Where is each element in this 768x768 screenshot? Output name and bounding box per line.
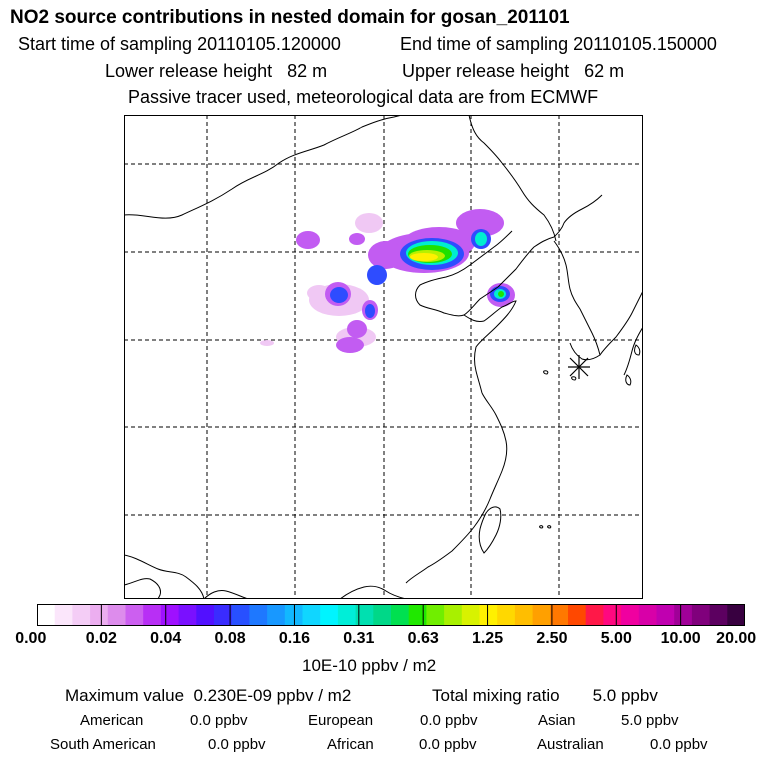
concentration-field: [260, 209, 515, 353]
map-panel: [124, 115, 643, 599]
colorbar-units: 10E-10 ppbv / m2: [302, 656, 437, 675]
lat-lon-grid: [124, 115, 643, 599]
colorbar-cell: [337, 604, 357, 626]
colorbar-cell: [550, 604, 569, 626]
colorbar-cell: [426, 604, 445, 626]
colorbar-tick-labels: 0.00 0.02 0.04 0.08 0.16 0.31 0.63 1.25 2.50 5.00…: [0, 630, 768, 650]
colorbar-cell: [302, 604, 321, 626]
colorbar-tick-label: 10.00: [660, 630, 701, 647]
region-name-south-american: South American: [50, 736, 156, 753]
colorbar-tick-label: 2.50: [536, 630, 568, 647]
colorbar-cell: [408, 604, 427, 626]
colorbar-cell: [143, 604, 162, 626]
colorbar-cell: [603, 604, 622, 626]
colorbar-cell: [656, 604, 675, 626]
tracer-note: Passive tracer used, meteorological data…: [128, 87, 599, 107]
region-name-european: European: [308, 712, 374, 729]
colorbar-cell: [568, 604, 587, 626]
colorbar-cells: [37, 604, 745, 626]
start-time-label: Start time of sampling 20110105.120000: [18, 34, 341, 54]
colorbar-dividers: [100, 604, 682, 626]
colorbar-cell: [709, 604, 728, 626]
colorbar-cell: [107, 604, 127, 626]
colorbar-cell: [214, 604, 233, 626]
region-name-australian: Australian: [537, 736, 604, 753]
region-value-european: 0.0 ppbv: [420, 712, 478, 729]
colorbar-tick-label: 0.02: [85, 630, 117, 647]
colorbar-cell: [37, 604, 56, 626]
colorbar-cell: [231, 604, 250, 626]
colorbar-cell: [355, 604, 374, 626]
region-name-asian: Asian: [538, 712, 576, 729]
colorbar-cell: [249, 604, 268, 626]
colorbar-cell: [320, 604, 339, 626]
coastlines: [124, 115, 643, 599]
region-name-african: African: [327, 736, 374, 753]
maximum-value-label: Maximum value 0.230E-09 ppbv / m2: [65, 686, 352, 705]
colorbar-tick-label: 0.04: [150, 630, 182, 647]
total-mixing-ratio-label: Total mixing ratio 5.0 ppbv: [432, 686, 658, 705]
colorbar-cell: [444, 604, 463, 626]
colorbar-tick-label: 5.00: [600, 630, 632, 647]
colorbar-tick-label: 0.31: [343, 630, 375, 647]
lower-release-height-label: Lower release height 82 m: [105, 61, 328, 81]
colorbar-cell: [72, 604, 91, 626]
colorbar-cell: [532, 604, 551, 626]
colorbar-cell: [691, 604, 711, 626]
upper-release-height-label: Upper release height 62 m: [402, 61, 625, 81]
colorbar-tick-label: 20.00: [716, 630, 757, 647]
colorbar-tick-label: 1.25: [471, 630, 504, 647]
region-value-south-american: 0.0 ppbv: [208, 736, 266, 753]
colorbar-cell: [178, 604, 197, 626]
colorbar-cell: [54, 604, 73, 626]
colorbar-cell: [373, 604, 392, 626]
colorbar-cell: [621, 604, 640, 626]
colorbar: [37, 604, 745, 626]
colorbar-cell: [125, 604, 144, 626]
colorbar-cell: [160, 604, 180, 626]
receptor-marker-icon: [568, 355, 590, 379]
colorbar-cell: [196, 604, 215, 626]
plume-yellow-core: [410, 253, 438, 261]
colorbar-frame: [37, 604, 745, 626]
colorbar-cell: [267, 604, 286, 626]
colorbar-cell: [585, 604, 604, 626]
region-name-american: American: [80, 712, 144, 729]
region-value-african: 0.0 ppbv: [419, 736, 477, 753]
colorbar-cell: [727, 604, 745, 626]
region-value-american: 0.0 ppbv: [190, 712, 248, 729]
map-frame: [124, 115, 643, 599]
plot-title: NO2 source contributions in nested domai…: [10, 7, 570, 28]
colorbar-cell: [674, 604, 693, 626]
colorbar-cell: [391, 604, 410, 626]
colorbar-tick-label: 0.16: [278, 630, 311, 647]
colorbar-cell: [461, 604, 481, 626]
colorbar-cell: [479, 604, 498, 626]
region-value-australian: 0.0 ppbv: [650, 736, 708, 753]
colorbar-tick-label: 0.00: [15, 630, 47, 647]
region-value-asian: 5.0 ppbv: [621, 712, 679, 729]
colorbar-tick-label: 0.08: [214, 630, 246, 647]
colorbar-cell: [514, 604, 534, 626]
colorbar-tick-label: 0.63: [407, 630, 439, 647]
colorbar-cell: [638, 604, 658, 626]
colorbar-cell: [497, 604, 516, 626]
colorbar-cell: [90, 604, 109, 626]
end-time-label: End time of sampling 20110105.150000: [400, 34, 717, 54]
